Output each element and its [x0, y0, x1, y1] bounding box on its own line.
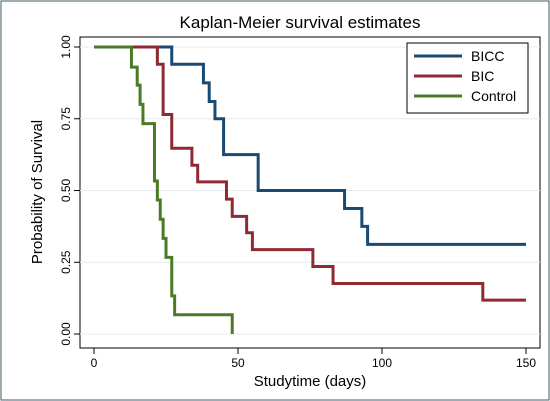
- y-tick-label: 0.25: [59, 250, 73, 274]
- x-tick-label: 100: [372, 356, 392, 370]
- legend-label-control: Control: [471, 88, 516, 104]
- y-axis-label: Probability of Survival: [29, 120, 46, 264]
- x-axis-label: Studytime (days): [254, 373, 367, 390]
- series-line-control: [94, 45, 234, 334]
- x-tick-label: 0: [91, 356, 98, 370]
- chart-title: Kaplan-Meier survival estimates: [180, 13, 421, 32]
- legend: BICC BIC Control: [406, 42, 529, 114]
- y-tick-label: 0.00: [59, 322, 73, 346]
- axes: 0.00 0.25 0.50 0.75 1.00 0 50 100 150: [59, 35, 536, 370]
- x-tick-label: 50: [231, 356, 245, 370]
- series-line-bic: [94, 45, 526, 302]
- survival-curves: [94, 45, 526, 334]
- legend-label-bic: BIC: [471, 68, 494, 84]
- y-tick-label: 0.50: [59, 178, 73, 202]
- legend-label-bicc: BICC: [471, 48, 504, 64]
- y-tick-label: 0.75: [59, 107, 73, 131]
- series-line-bicc: [94, 45, 526, 246]
- y-tick-label: 1.00: [59, 35, 73, 59]
- x-tick-label: 150: [516, 356, 536, 370]
